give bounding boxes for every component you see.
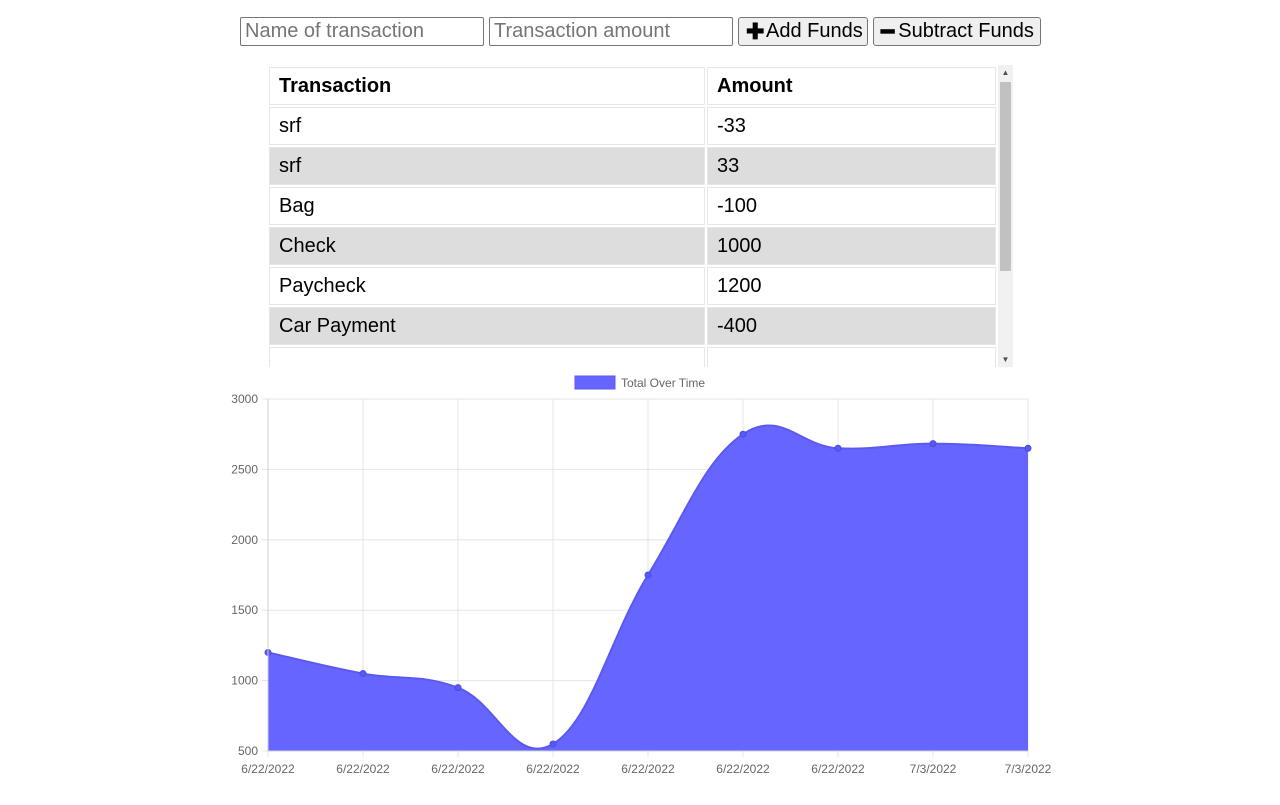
x-tick-label: 6/22/2022 xyxy=(811,762,865,776)
data-point[interactable] xyxy=(739,430,747,438)
column-header-amount: Amount xyxy=(707,67,996,105)
x-tick-label: 6/22/2022 xyxy=(241,762,295,776)
legend-label: Total Over Time xyxy=(621,376,705,390)
table-row: Paycheck 1200 xyxy=(269,267,996,305)
y-tick-label: 2500 xyxy=(231,462,258,476)
table-row: Bag -100 xyxy=(269,187,996,225)
chart-svg: 3000 2500 2000 1500 1000 500 6/22/2022 6/22/202… xyxy=(231,375,1052,776)
transaction-amount-cell: -33 xyxy=(707,107,996,145)
transaction-amount-cell: 33 xyxy=(707,147,996,185)
x-tick-label: 6/22/2022 xyxy=(336,762,390,776)
transaction-name-cell: srf xyxy=(269,107,705,145)
y-tick-label: 1500 xyxy=(231,603,258,617)
y-tick-label: 1000 xyxy=(231,674,258,688)
scroll-down-arrow-icon[interactable]: ▼ xyxy=(1001,355,1010,364)
transaction-amount-input[interactable] xyxy=(489,17,733,46)
chart-axes: 3000 2500 2000 1500 1000 500 6/22/2022 6/22/202… xyxy=(231,392,1051,776)
total-over-time-chart: 3000 2500 2000 1500 1000 500 6/22/2022 6/22/202… xyxy=(0,370,1280,800)
y-tick-label: 3000 xyxy=(231,392,258,406)
y-tick-label: 500 xyxy=(238,744,258,758)
series-area-fill xyxy=(268,425,1028,751)
scroll-up-arrow-icon[interactable]: ▲ xyxy=(1001,68,1010,77)
table-row: srf 33 xyxy=(269,147,996,185)
transaction-amount-cell xyxy=(707,347,996,367)
table-row xyxy=(269,347,996,367)
x-tick-label: 7/3/2022 xyxy=(1005,762,1052,776)
table-header-row: Transaction Amount xyxy=(269,67,996,105)
transaction-amount-cell: 1200 xyxy=(707,267,996,305)
transaction-name-input[interactable] xyxy=(240,17,484,46)
transactions-table-container: Transaction Amount srf -33 srf 33 Bag -1… xyxy=(267,65,1013,367)
transaction-name-cell: Check xyxy=(269,227,705,265)
transaction-amount-cell: -100 xyxy=(707,187,996,225)
data-point[interactable] xyxy=(644,571,652,579)
data-point[interactable] xyxy=(359,670,367,678)
transactions-table-viewport: Transaction Amount srf -33 srf 33 Bag -1… xyxy=(267,65,998,367)
add-funds-button[interactable]: ✚ Add Funds xyxy=(738,17,868,46)
transaction-amount-cell: 1000 xyxy=(707,227,996,265)
transaction-name-cell: srf xyxy=(269,147,705,185)
table-row: Check 1000 xyxy=(269,227,996,265)
chart-legend: Total Over Time xyxy=(574,375,705,390)
table-row: Car Payment -400 xyxy=(269,307,996,345)
chart-area-layer xyxy=(264,424,1032,751)
scrollbar-thumb[interactable] xyxy=(1000,82,1011,271)
subtract-funds-button[interactable]: ━ Subtract Funds xyxy=(873,17,1041,46)
x-tick-label: 7/3/2022 xyxy=(910,762,957,776)
transaction-amount-cell: -400 xyxy=(707,307,996,345)
data-point[interactable] xyxy=(929,440,937,448)
transaction-name-cell: Car Payment xyxy=(269,307,705,345)
data-point[interactable] xyxy=(1024,444,1032,452)
legend-swatch xyxy=(574,375,616,390)
x-tick-label: 6/22/2022 xyxy=(431,762,485,776)
y-tick-label: 2000 xyxy=(231,533,258,547)
table-scrollbar[interactable]: ▲ ▼ xyxy=(998,65,1013,367)
data-point[interactable] xyxy=(834,444,842,452)
plus-icon: ✚ xyxy=(746,18,765,44)
transaction-name-cell: Paycheck xyxy=(269,267,705,305)
column-header-transaction: Transaction xyxy=(269,67,705,105)
transactions-table: Transaction Amount srf -33 srf 33 Bag -1… xyxy=(267,65,998,367)
x-tick-label: 6/22/2022 xyxy=(621,762,675,776)
subtract-funds-label: Subtract Funds xyxy=(898,20,1034,42)
x-tick-label: 6/22/2022 xyxy=(526,762,580,776)
transaction-name-cell: Bag xyxy=(269,187,705,225)
x-tick-label: 6/22/2022 xyxy=(716,762,770,776)
transaction-name-cell xyxy=(269,347,705,367)
minus-icon: ━ xyxy=(881,18,895,44)
add-funds-label: Add Funds xyxy=(766,20,863,42)
data-point[interactable] xyxy=(549,740,557,748)
data-point[interactable] xyxy=(454,684,462,692)
table-row: srf -33 xyxy=(269,107,996,145)
